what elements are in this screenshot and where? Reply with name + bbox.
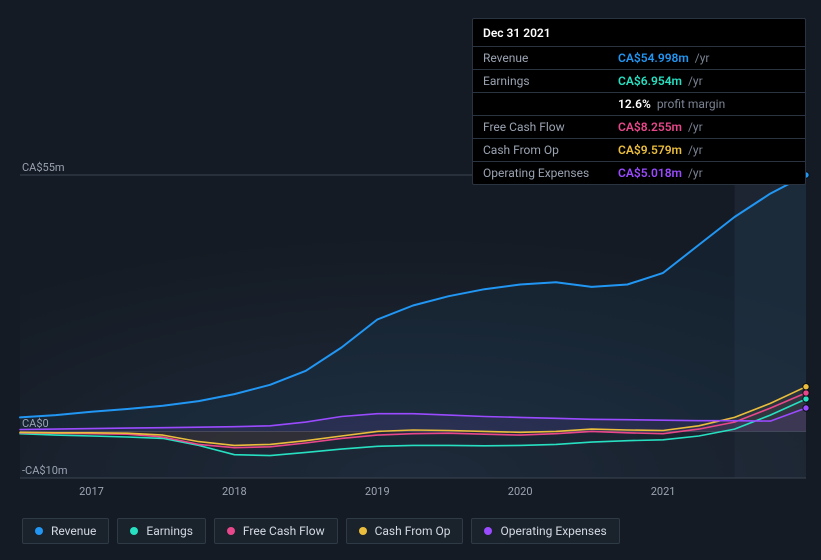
legend-label: Earnings (146, 524, 193, 538)
tooltip-profit-margin-row: 12.6% profit margin (473, 93, 805, 116)
legend-item-fcf[interactable]: Free Cash Flow (214, 518, 338, 544)
tooltip-metric-value: CA$8.255m /yr (608, 116, 805, 139)
tooltip-metric-label: Free Cash Flow (473, 116, 608, 139)
tooltip-metric-label: Operating Expenses (473, 162, 608, 185)
tooltip-metric-label: Cash From Op (473, 139, 608, 162)
tooltip-metric-value: CA$5.018m /yr (608, 162, 805, 185)
tooltip-row: Cash From OpCA$9.579m /yr (473, 139, 805, 162)
legend-label: Operating Expenses (500, 524, 606, 538)
tooltip-row: EarningsCA$6.954m /yr (473, 70, 805, 93)
legend-dot-icon (130, 527, 138, 535)
tooltip-metric-value: CA$9.579m /yr (608, 139, 805, 162)
x-tick-label: 2021 (651, 485, 676, 498)
tooltip-metric-label: Revenue (473, 47, 608, 70)
legend-dot-icon (484, 527, 492, 535)
tooltip-metric-value: CA$6.954m /yr (608, 70, 805, 93)
tooltip-row: Operating ExpensesCA$5.018m /yr (473, 162, 805, 185)
x-tick-label: 2018 (222, 485, 247, 498)
legend-item-cfo[interactable]: Cash From Op (346, 518, 464, 544)
legend-item-revenue[interactable]: Revenue (22, 518, 109, 544)
x-tick-label: 2019 (365, 485, 390, 498)
tooltip-date: Dec 31 2021 (473, 19, 805, 46)
tooltip-metric-value: CA$54.998m /yr (608, 47, 805, 70)
x-tick-label: 2017 (79, 485, 104, 498)
financials-chart: CA$55m CA$0 -CA$10m 2017 2018 2019 2020 2021 D… (0, 0, 821, 560)
y-tick-label: -CA$10m (22, 464, 68, 477)
tooltip-row: Free Cash FlowCA$8.255m /yr (473, 116, 805, 139)
legend-dot-icon (35, 527, 43, 535)
y-tick-label: CA$0 (22, 417, 49, 430)
legend-item-opex[interactable]: Operating Expenses (471, 518, 619, 544)
tooltip-metric-label: Earnings (473, 70, 608, 93)
x-tick-label: 2020 (508, 485, 533, 498)
tooltip-row: RevenueCA$54.998m /yr (473, 47, 805, 70)
chart-legend: Revenue Earnings Free Cash Flow Cash From O… (22, 518, 620, 544)
legend-item-earnings[interactable]: Earnings (117, 518, 206, 544)
legend-dot-icon (359, 527, 367, 535)
legend-label: Revenue (51, 524, 96, 538)
chart-tooltip: Dec 31 2021 RevenueCA$54.998m /yrEarning… (472, 18, 806, 185)
y-tick-label: CA$55m (22, 161, 65, 174)
legend-label: Free Cash Flow (243, 524, 325, 538)
legend-label: Cash From Op (375, 524, 451, 538)
legend-dot-icon (227, 527, 235, 535)
